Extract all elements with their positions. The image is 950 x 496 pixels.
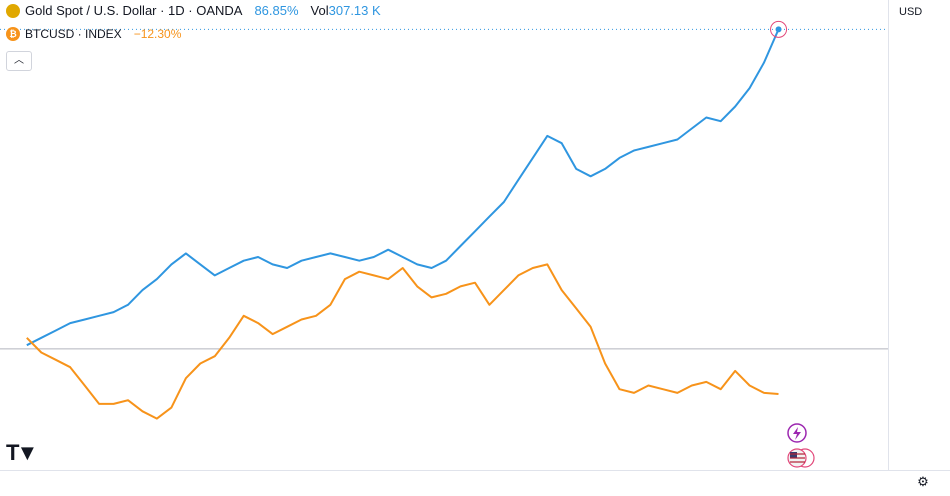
gold-legend[interactable]: Gold Spot / U.S. Dollar · 1D · OANDA 86.… xyxy=(6,3,381,18)
currency-button[interactable]: USD xyxy=(893,3,941,21)
btc-legend-title: BTCUSD · INDEX xyxy=(25,27,122,41)
btc-legend-change: −12.30% xyxy=(133,27,182,41)
gear-icon: ⚙ xyxy=(917,474,929,489)
btc-legend[interactable]: ₿ BTCUSD · INDEX −12.30% xyxy=(6,27,181,41)
btc-series-line xyxy=(26,263,779,420)
tradingview-logo-icon[interactable]: T▼ xyxy=(6,440,38,465)
us-flag-canton xyxy=(790,452,797,458)
collapse-legend-button[interactable]: ︿ xyxy=(6,51,32,71)
gold-volume-label: Vol xyxy=(310,3,329,18)
gold-last-point-ring xyxy=(770,20,788,38)
gold-series-line xyxy=(26,29,780,347)
bitcoin-icon: ₿ xyxy=(6,27,20,41)
gold-bars-icon xyxy=(6,3,20,18)
time-axis[interactable] xyxy=(0,470,950,496)
gold-legend-change: 86.85% xyxy=(254,3,299,18)
price-axis[interactable] xyxy=(888,0,950,470)
gold-last-point xyxy=(775,26,782,33)
gold-volume-value: 307.13 K xyxy=(328,3,381,18)
chart-settings-button[interactable]: ⚙ xyxy=(912,474,934,492)
gold-legend-title: Gold Spot / U.S. Dollar · 1D · OANDA xyxy=(25,3,243,18)
lightning-bolt-icon xyxy=(793,427,801,440)
chevron-up-icon: ︿ xyxy=(14,55,24,66)
